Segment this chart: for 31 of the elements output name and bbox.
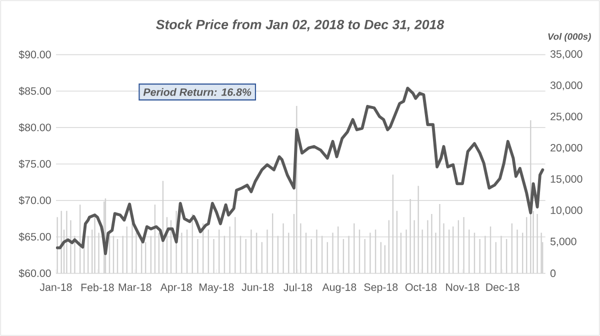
y2-tick-label: 10,000 (550, 206, 582, 216)
line-series (56, 86, 544, 256)
y-tick-label: $80.00 (18, 123, 51, 132)
y2-tick-label: 20,000 (550, 144, 582, 153)
y2-tick-label: 15,000 (550, 175, 582, 184)
y2-tick-label: 0 (550, 270, 556, 278)
y-tick-label: $75.00 (18, 160, 51, 168)
x-tick-label: May-18 (200, 283, 234, 294)
y-tick-label: $85.00 (18, 86, 51, 96)
x-tick-label: Jul-18 (284, 283, 312, 292)
chart-title: Stock Price from Jan 02, 2018 to Dec 31, 2018 (156, 19, 444, 32)
y2-tick-label: 35,000 (550, 50, 582, 60)
x-tick-label: Sep-18 (364, 283, 398, 294)
y-tick-label: $65.00 (18, 232, 51, 242)
x-tick-label: Mar-18 (118, 283, 152, 291)
y-tick-label: $60.00 (18, 269, 51, 278)
x-tick-label: Jan-18 (40, 283, 72, 291)
x-tick-label: Aug-18 (322, 283, 356, 294)
x-tick-label: Oct-18 (405, 283, 437, 291)
y2-tick-label: 30,000 (550, 82, 582, 90)
x-tick-label: Jun-18 (242, 283, 274, 291)
annotation: Period Return: 16.8% (143, 88, 252, 96)
y-tick-label: $90.00 (18, 50, 51, 59)
x-tick-label: Nov-18 (446, 283, 480, 291)
y2-axis-title: Vol (000s) (548, 32, 591, 42)
y-tick-label: $70.00 (18, 196, 51, 205)
y2-tick-label: 25,000 (550, 112, 582, 122)
x-tick-label: Apr-18 (160, 283, 192, 294)
y2-tick-label: 5,000 (550, 238, 576, 246)
x-tick-label: Feb-18 (81, 283, 114, 292)
x-tick-label: Dec-18 (486, 283, 520, 291)
